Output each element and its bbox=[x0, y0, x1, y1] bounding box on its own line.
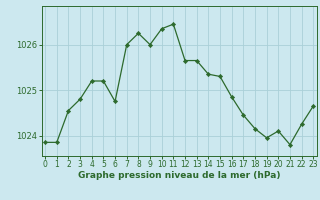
X-axis label: Graphe pression niveau de la mer (hPa): Graphe pression niveau de la mer (hPa) bbox=[78, 171, 280, 180]
